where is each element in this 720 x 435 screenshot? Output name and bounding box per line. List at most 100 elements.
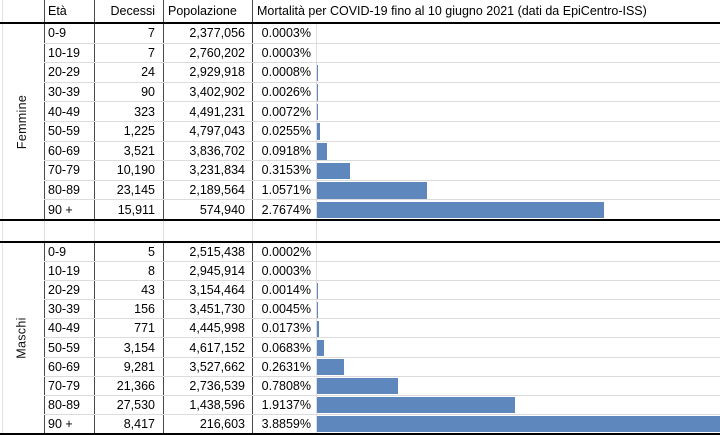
deaths-cell: 156 — [94, 300, 163, 319]
spacer-cell — [94, 221, 163, 241]
bar-cell — [316, 300, 720, 319]
deaths-cell: 3,154 — [94, 338, 163, 357]
mortality-cell: 0.2631% — [252, 357, 316, 376]
table-row: 30-39 90 3,402,902 0.0026% — [44, 82, 720, 103]
maschi-rows: 0-9 5 2,515,438 0.0002% 10-19 8 2,945,914 0.000… — [44, 243, 720, 433]
table-row: 0-9 7 2,377,056 0.0003% — [44, 24, 720, 44]
table-row: 40-49 771 4,445,998 0.0173% — [44, 319, 720, 339]
deaths-cell: 10,190 — [94, 161, 163, 180]
table-row: 50-59 3,154 4,617,152 0.0683% — [44, 338, 720, 358]
age-cell: 0-9 — [44, 243, 94, 262]
mortality-bar — [317, 103, 318, 121]
bar-cell — [316, 161, 720, 180]
age-cell: 20-29 — [44, 63, 94, 82]
spacer-cell — [316, 221, 720, 241]
population-cell: 3,154,464 — [163, 281, 252, 300]
table-row: 80-89 27,530 1,438,596 1.9137% — [44, 395, 720, 415]
table-row: 0-9 5 2,515,438 0.0002% — [44, 243, 720, 263]
mortality-bar — [317, 320, 319, 337]
population-cell: 2,760,202 — [163, 43, 252, 63]
spacer-cell — [252, 221, 316, 241]
bar-cell — [316, 121, 720, 141]
bar-cell — [316, 357, 720, 376]
deaths-cell: 15,911 — [94, 200, 163, 219]
mortality-bar — [317, 378, 398, 395]
deaths-cell: 24 — [94, 63, 163, 82]
bar-cell — [316, 200, 720, 219]
population-cell: 4,491,231 — [163, 102, 252, 121]
column-header-age: Età — [44, 0, 94, 22]
table-row: 60-69 3,521 3,836,702 0.0918% — [44, 141, 720, 162]
corner-cell — [0, 0, 44, 22]
section-label-text: Maschi — [15, 317, 29, 359]
age-cell: 10-19 — [44, 43, 94, 63]
deaths-cell: 9,281 — [94, 357, 163, 376]
spacer-cell — [0, 221, 44, 241]
age-cell: 30-39 — [44, 300, 94, 319]
age-cell: 70-79 — [44, 376, 94, 395]
age-cell: 30-39 — [44, 82, 94, 102]
deaths-cell: 23,145 — [94, 180, 163, 200]
mortality-bar — [317, 143, 327, 160]
bar-cell — [316, 82, 720, 102]
mortality-bar — [317, 397, 516, 414]
bar-cell — [316, 102, 720, 121]
age-cell: 50-59 — [44, 121, 94, 141]
table-row: 80-89 23,145 2,189,564 1.0571% — [44, 180, 720, 201]
table-row: 20-29 43 3,154,464 0.0014% — [44, 281, 720, 301]
mortality-cell: 1.0571% — [252, 180, 316, 200]
age-cell: 60-69 — [44, 357, 94, 376]
bar-cell — [316, 24, 720, 43]
deaths-cell: 7 — [94, 43, 163, 63]
mortality-cell: 0.0014% — [252, 281, 316, 300]
mortality-cell: 0.0003% — [252, 24, 316, 43]
population-cell: 4,797,043 — [163, 121, 252, 141]
population-cell: 4,617,152 — [163, 338, 252, 357]
mortality-cell: 1.9137% — [252, 395, 316, 414]
table-row: 30-39 156 3,451,730 0.0045% — [44, 300, 720, 320]
table-row: 10-19 8 2,945,914 0.0003% — [44, 262, 720, 282]
population-cell: 574,940 — [163, 200, 252, 219]
age-cell: 10-19 — [44, 262, 94, 281]
population-cell: 1,438,596 — [163, 395, 252, 414]
deaths-cell: 771 — [94, 319, 163, 338]
population-cell: 2,945,914 — [163, 262, 252, 281]
section-label-femmine: Femmine — [0, 24, 44, 219]
mortality-bar — [317, 182, 427, 199]
population-cell: 3,231,834 — [163, 161, 252, 180]
table-header-row: Età Decessi Popolazione Mortalità per CO… — [0, 0, 720, 24]
mortality-cell: 2.7674% — [252, 200, 316, 219]
section-label-maschi: Maschi — [0, 243, 44, 433]
table-row: 20-29 24 2,929,918 0.0008% — [44, 63, 720, 83]
deaths-cell: 43 — [94, 281, 163, 300]
deaths-cell: 1,225 — [94, 121, 163, 141]
deaths-cell: 323 — [94, 102, 163, 121]
spacer-cell — [163, 221, 252, 241]
mortality-cell: 0.0026% — [252, 82, 316, 102]
femmine-rows: 0-9 7 2,377,056 0.0003% 10-19 7 2,760,202 0.000… — [44, 24, 720, 219]
deaths-cell: 8,417 — [94, 414, 163, 433]
bar-cell — [316, 395, 720, 414]
bar-cell — [316, 63, 720, 82]
deaths-cell: 27,530 — [94, 395, 163, 414]
mortality-bar — [317, 359, 345, 376]
table-row: 50-59 1,225 4,797,043 0.0255% — [44, 121, 720, 142]
age-cell: 90 + — [44, 414, 94, 433]
age-cell: 90 + — [44, 200, 94, 219]
mortality-bar — [317, 123, 320, 141]
population-cell: 2,189,564 — [163, 180, 252, 200]
bar-cell — [316, 262, 720, 281]
age-cell: 50-59 — [44, 338, 94, 357]
mortality-cell: 0.0003% — [252, 262, 316, 281]
mortality-cell: 0.3153% — [252, 161, 316, 180]
table-row: 40-49 323 4,491,231 0.0072% — [44, 102, 720, 122]
deaths-cell: 90 — [94, 82, 163, 102]
mortality-cell: 0.0255% — [252, 121, 316, 141]
mortality-cell: 0.0045% — [252, 300, 316, 319]
column-header-population: Popolazione — [163, 0, 252, 22]
age-cell: 80-89 — [44, 180, 94, 200]
section-label-text: Femmine — [15, 94, 30, 149]
section-maschi: Maschi 0-9 5 2,515,438 0.0002% 10-19 8 2,945,9… — [0, 241, 720, 435]
table-row: 60-69 9,281 3,527,662 0.2631% — [44, 357, 720, 377]
bar-cell — [316, 376, 720, 395]
